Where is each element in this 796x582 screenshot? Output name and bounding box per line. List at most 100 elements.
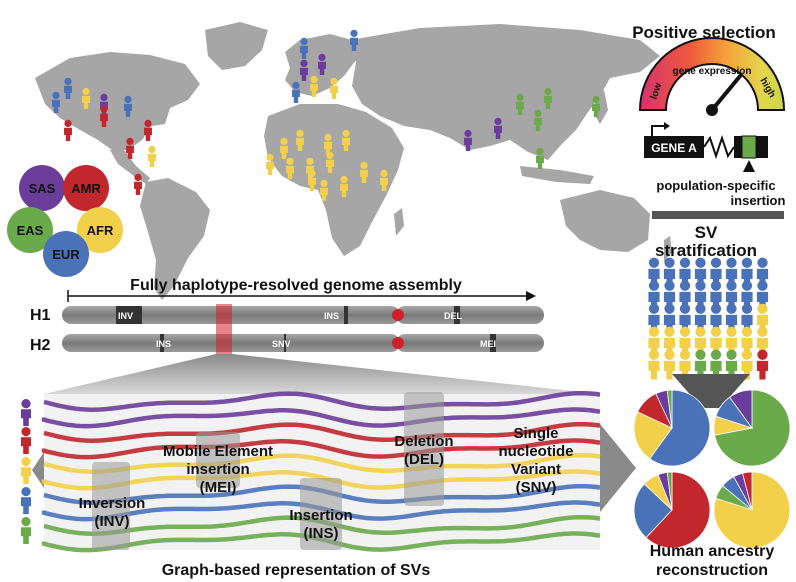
population-legend: SAS AMR EAS AFR EUR bbox=[7, 165, 123, 277]
graph-arrow-right bbox=[600, 424, 636, 512]
graph-people bbox=[20, 398, 32, 544]
sv-snv-line3: Variant bbox=[511, 461, 561, 478]
sv-label-inv: Inversion (INV) bbox=[79, 495, 146, 530]
assembly-arrow bbox=[67, 290, 536, 302]
graph-line-sas bbox=[43, 390, 601, 412]
chromosome-h1: H1 INV INS DEL bbox=[30, 306, 544, 324]
graph-arrow-left bbox=[32, 452, 44, 488]
sv-mei-line2: insertion bbox=[186, 461, 249, 478]
ancestry-pie-charts bbox=[633, 389, 791, 549]
del-highlight bbox=[404, 392, 444, 506]
graph-line-sas bbox=[41, 407, 601, 429]
map-asia bbox=[350, 24, 660, 160]
insertion-label-line2: insertion bbox=[731, 193, 786, 208]
stratification-grid bbox=[648, 257, 769, 380]
mei-highlight bbox=[196, 432, 240, 488]
sv-inv-line1: Inversion bbox=[79, 495, 146, 512]
population-circle-amr bbox=[63, 165, 109, 211]
pie-1-slice-eur bbox=[649, 389, 711, 467]
h2-arm-right bbox=[396, 334, 544, 352]
ancestry-title-line1: Human ancestry bbox=[650, 543, 775, 560]
h2-marker-snv bbox=[284, 334, 286, 352]
map-person-afr bbox=[266, 153, 274, 175]
sv-ins-line1: Insertion bbox=[289, 507, 352, 524]
map-new-zealand bbox=[664, 236, 672, 262]
population-circle-afr bbox=[77, 207, 123, 253]
sv-snv-line4: (SNV) bbox=[516, 479, 557, 496]
sv-snv-line1: Single bbox=[513, 425, 558, 442]
map-north-america bbox=[35, 52, 200, 150]
population-circle-eur bbox=[43, 231, 89, 277]
insertion-pointer bbox=[743, 160, 755, 172]
h2-marker-ins bbox=[160, 334, 164, 352]
h1-marker-inv bbox=[116, 306, 142, 324]
strat-person-amr bbox=[756, 349, 769, 380]
gene-promoter-arrow bbox=[651, 125, 666, 138]
map-person-afr bbox=[148, 145, 156, 167]
graph-line-amr bbox=[43, 421, 601, 443]
insertion-label-line1: population-specific bbox=[656, 178, 775, 193]
sv-label-mei: Mobile Element insertion (MEI) bbox=[163, 443, 273, 496]
population-label-eas: EAS bbox=[17, 223, 44, 238]
map-person-amr bbox=[134, 173, 142, 195]
graph-person-afr bbox=[20, 456, 32, 484]
gene-intron bbox=[703, 134, 735, 160]
h1-centromere bbox=[392, 309, 404, 321]
graph-representation-title: Graph-based representation of SVs bbox=[162, 562, 431, 579]
map-person-eur bbox=[292, 81, 300, 103]
sv-mei-line3: (MEI) bbox=[200, 479, 237, 496]
world-map bbox=[35, 22, 672, 300]
gauge-label-low: low bbox=[648, 81, 664, 101]
positive-selection-title: Positive selection bbox=[632, 23, 776, 42]
chromosome-h2: H2 INS SNV MEI bbox=[30, 334, 544, 354]
separator-bar bbox=[652, 211, 784, 219]
h2-label: H2 bbox=[30, 337, 51, 354]
map-south-america bbox=[140, 178, 210, 300]
h2-marker-mei bbox=[490, 334, 496, 352]
population-circle-eas bbox=[7, 207, 53, 253]
h1-label: H1 bbox=[30, 307, 51, 324]
graph-line-afr bbox=[43, 452, 601, 474]
h1-marker-ins bbox=[344, 306, 348, 324]
sv-del-line1: Deletion bbox=[394, 433, 453, 450]
h2-marker-ins-label: INS bbox=[156, 339, 171, 349]
gene-exon-main bbox=[644, 136, 704, 158]
graph-person-eur bbox=[20, 486, 32, 514]
zoom-window bbox=[216, 304, 232, 354]
sv-mei-line1: Mobile Element bbox=[163, 443, 273, 460]
population-label-afr: AFR bbox=[87, 223, 114, 238]
sv-ins-line2: (INS) bbox=[304, 525, 339, 542]
h1-arm-right bbox=[396, 306, 544, 324]
sv-label-del: Deletion (DEL) bbox=[394, 433, 453, 468]
map-greenland bbox=[205, 22, 268, 70]
graph-line-amr bbox=[41, 438, 601, 460]
gene-promoter-arrowhead bbox=[664, 122, 670, 130]
map-indonesia bbox=[520, 166, 594, 184]
funnel-shape bbox=[672, 374, 750, 408]
zoom-fan bbox=[44, 354, 600, 394]
h2-centromere bbox=[392, 337, 404, 349]
pie-3-slice-eur bbox=[633, 483, 673, 539]
pie-3-slice-amr bbox=[645, 471, 711, 549]
gene-label: GENE A bbox=[651, 141, 697, 155]
map-person-amr bbox=[64, 119, 72, 141]
gene-exon-2 bbox=[734, 136, 742, 158]
gauge-needle bbox=[710, 74, 742, 112]
h1-marker-del-label: DEL bbox=[444, 311, 463, 321]
haplotype-assembly-title: Fully haplotype-resolved genome assembly bbox=[130, 277, 462, 294]
pie-4-slice-amr bbox=[742, 471, 753, 511]
map-person-eas bbox=[536, 147, 544, 169]
population-circle-sas bbox=[19, 165, 65, 211]
gene-diagram: GENE A bbox=[644, 122, 768, 172]
gene-insertion-block bbox=[741, 135, 757, 159]
sv-label-ins: Insertion (INS) bbox=[289, 507, 352, 542]
map-person-amr bbox=[144, 119, 152, 141]
sv-snv-line2: nucleotide bbox=[498, 443, 573, 460]
graph-person-amr bbox=[20, 426, 32, 454]
gauge-label-mid: gene expression bbox=[673, 66, 752, 77]
map-australia bbox=[560, 190, 650, 252]
pie-3-slice-eas bbox=[666, 471, 673, 511]
ins-highlight bbox=[300, 478, 342, 550]
